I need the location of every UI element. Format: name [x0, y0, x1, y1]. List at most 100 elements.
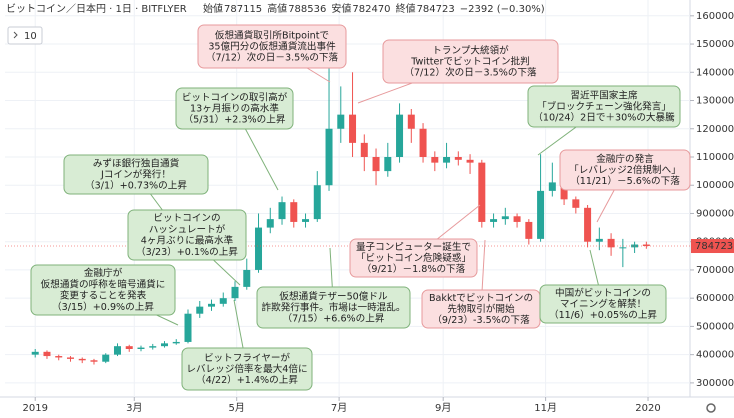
candle-body	[454, 156, 462, 160]
y-tick-label: 500000	[696, 321, 734, 332]
candle-body	[278, 202, 286, 220]
candle-body	[102, 354, 110, 362]
callout-text: （9/23）-3.5%の下落	[432, 314, 530, 326]
y-tick-label: 1600000	[696, 11, 734, 22]
callout-text: 中国がビットコインの	[555, 287, 651, 299]
callout-text: みずほ銀行独自通貨	[93, 157, 180, 169]
y-tick-label: 1200000	[696, 124, 734, 135]
callout-text: （10/24）2日で＋30%の大暴騰	[533, 112, 675, 124]
x-tick-label: 2019	[22, 403, 47, 414]
candle-body	[160, 343, 168, 347]
ohlc-value: 782470	[352, 4, 390, 15]
candles: 784723	[5, 58, 734, 365]
gear[interactable]	[706, 403, 716, 413]
button-frame[interactable]	[7, 26, 43, 45]
callout-text: レバレッジ倍率を最大4倍に	[186, 363, 307, 375]
callout-box	[181, 347, 313, 391]
candle-body	[184, 313, 192, 342]
candle-body	[490, 219, 498, 222]
callout-text: （3/15）+0.9%の上昇	[52, 301, 154, 313]
title: ビットコイン／日本円 · 1日 · BITFLYER	[6, 2, 187, 15]
candle-body	[525, 221, 533, 239]
candle-body	[313, 185, 321, 220]
candle-body	[337, 114, 345, 129]
callout-text: 仮想通貨テザー50億ドル	[279, 290, 388, 302]
last-price-tag	[691, 239, 734, 254]
callout-text: ビットコインの取引高が	[182, 91, 288, 103]
ohlc-label: 終値	[396, 2, 416, 15]
interval-button[interactable]: 10	[7, 26, 43, 45]
change: −2392 (−0.30%)	[460, 4, 545, 15]
candle-body	[243, 269, 251, 287]
callout-text: Twitterでビットコイン批判	[410, 56, 530, 68]
candle-body	[219, 298, 227, 304]
callout-text: （3/1）+0.73%の上昇	[85, 180, 187, 192]
callout-text: （4/22）+1.4%の上昇	[196, 374, 298, 386]
button-label[interactable]: 10	[24, 31, 37, 42]
x-tick-label: 3月	[126, 402, 142, 414]
y-tick-label: 1300000	[696, 96, 734, 107]
callout-text: 仮想通貨の呼称を暗号通貨に	[41, 278, 166, 290]
candle-body	[55, 356, 63, 358]
candle-body	[172, 341, 180, 344]
callout-text: 13ヶ月振りの高水準	[190, 103, 279, 115]
candle-body	[255, 227, 263, 270]
candle-body	[466, 159, 474, 163]
y-tick-label: 1400000	[696, 67, 734, 78]
candle-body	[290, 202, 298, 222]
callout-text: マイニングを解禁！	[560, 298, 646, 310]
candle-body	[266, 219, 274, 228]
y-tick-label: 1000000	[696, 180, 734, 191]
candle-body	[360, 142, 368, 157]
callout-text: Jコインが発行！	[100, 169, 171, 181]
callout-box	[349, 238, 478, 278]
candle-body	[443, 156, 451, 163]
callout-text: 金融庁の発言	[596, 153, 654, 165]
candle-body	[384, 156, 392, 172]
button-icon[interactable]	[13, 31, 18, 39]
callout-text: 習近平国家主席	[570, 89, 638, 101]
candle-body	[78, 358, 86, 361]
candle-body	[43, 351, 51, 357]
x-tick-label: 7月	[331, 402, 347, 414]
y-tick-label: 1500000	[696, 39, 734, 50]
callout-text: 変更することを発表	[60, 290, 147, 302]
candle-body	[90, 360, 98, 362]
callout-box	[539, 284, 667, 324]
x-tick-label: 9月	[435, 402, 451, 414]
grid: 3000004000005000006000007000008000009000…	[5, 0, 734, 414]
header: ビットコイン／日本円 · 1日 · BITFLYER 始値 787115 高値 788…	[6, 2, 545, 15]
settings-icon[interactable]	[706, 403, 716, 413]
ohlc-value: 784723	[417, 4, 455, 15]
candle-body	[31, 351, 39, 355]
callout-text: ハッシュレートが	[149, 223, 226, 235]
candle-body	[196, 306, 204, 314]
y-tick-label: 300000	[696, 378, 734, 389]
callout-text: Bakktでビットコインの	[429, 293, 533, 304]
callout-text: （11/6）+0.05%の上昇	[549, 309, 657, 321]
callout-box	[559, 149, 691, 191]
candle-body	[349, 114, 357, 143]
candle-body	[372, 156, 380, 172]
callout-text: 先物取引が開始	[447, 303, 515, 315]
callout-text: （7/15）+6.6%の上昇	[283, 313, 385, 325]
callout-text: 仮想通貨取引所Bitpointで	[215, 29, 329, 41]
candle-body	[478, 162, 486, 222]
ohlc-label: 高値	[267, 2, 287, 15]
x-tick-label: 11月	[534, 402, 557, 414]
candle-body	[431, 156, 439, 163]
candle-body	[595, 238, 603, 242]
last-price-label: 784723	[695, 241, 733, 252]
candle-body	[325, 128, 333, 186]
callout-text: 詐欺発行事件。市場は一時混乱。	[262, 302, 406, 314]
callout-text: （9/21）－1.8%の下落	[362, 263, 466, 275]
callout-text: 「ビットコイン危険疑惑」	[356, 252, 471, 264]
callout-text: トランプ大統領が	[432, 44, 509, 56]
x-tick-label: 5月	[229, 402, 245, 414]
candle-body	[584, 207, 592, 242]
candle-body	[66, 357, 74, 359]
callout-text: （11/21）－5.6%の下落	[570, 175, 680, 187]
callout-box	[382, 39, 559, 84]
